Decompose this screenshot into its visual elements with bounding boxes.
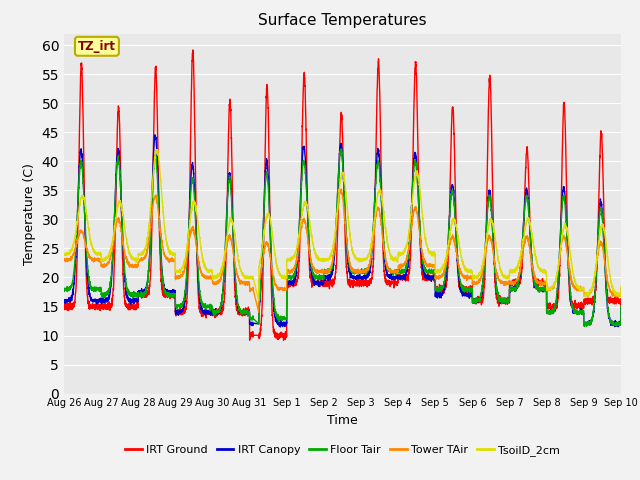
IRT Canopy (525, 200, 532, 206)
Tower TAir (569, 280, 577, 286)
Line: IRT Ground: IRT Ground (64, 50, 640, 340)
Tower TAir (554, 269, 561, 275)
IRT Canopy (554, 285, 561, 291)
IRT Ground (60, 300, 68, 306)
TsoilD_2cm (153, 147, 161, 153)
Tower TAir (383, 263, 391, 268)
Tower TAir (255, 310, 262, 315)
Floor Tair (582, 324, 590, 329)
IRT Canopy (383, 274, 391, 279)
Tower TAir (525, 238, 532, 244)
TsoilD_2cm (255, 298, 262, 303)
Floor Tair (60, 287, 68, 293)
Text: TZ_irt: TZ_irt (78, 40, 116, 53)
Tower TAir (415, 228, 423, 233)
IRT Ground (525, 168, 532, 174)
IRT Canopy (151, 132, 159, 138)
Floor Tair (554, 285, 561, 291)
IRT Canopy (276, 324, 284, 330)
Y-axis label: Temperature (C): Temperature (C) (23, 163, 36, 264)
IRT Canopy (184, 264, 191, 270)
Tower TAir (183, 252, 191, 258)
Title: Surface Temperatures: Surface Temperatures (258, 13, 427, 28)
Tower TAir (60, 256, 68, 262)
IRT Ground (189, 47, 196, 53)
TsoilD_2cm (569, 268, 577, 274)
Floor Tair (415, 212, 423, 218)
IRT Ground (554, 300, 561, 306)
Line: Tower TAir: Tower TAir (64, 189, 640, 312)
TsoilD_2cm (383, 239, 391, 245)
Floor Tair (383, 265, 391, 271)
IRT Ground (415, 212, 423, 217)
TsoilD_2cm (60, 252, 68, 258)
TsoilD_2cm (554, 268, 561, 274)
IRT Ground (383, 280, 391, 286)
IRT Ground (280, 337, 287, 343)
TsoilD_2cm (415, 181, 423, 187)
Floor Tair (183, 261, 191, 267)
Floor Tair (524, 204, 532, 210)
IRT Canopy (415, 215, 423, 220)
IRT Ground (569, 301, 577, 307)
Legend: IRT Ground, IRT Canopy, Floor Tair, Tower TAir, TsoilD_2cm: IRT Ground, IRT Canopy, Floor Tair, Towe… (120, 440, 564, 460)
Line: TsoilD_2cm: TsoilD_2cm (64, 150, 640, 300)
X-axis label: Time: Time (327, 414, 358, 427)
Line: Floor Tair: Floor Tair (64, 149, 640, 326)
Floor Tair (569, 305, 577, 311)
Floor Tair (337, 146, 345, 152)
Tower TAir (337, 186, 345, 192)
IRT Ground (183, 294, 191, 300)
TsoilD_2cm (184, 241, 191, 247)
IRT Canopy (569, 306, 577, 312)
Line: IRT Canopy: IRT Canopy (64, 135, 640, 327)
IRT Canopy (60, 299, 68, 304)
TsoilD_2cm (525, 216, 532, 221)
